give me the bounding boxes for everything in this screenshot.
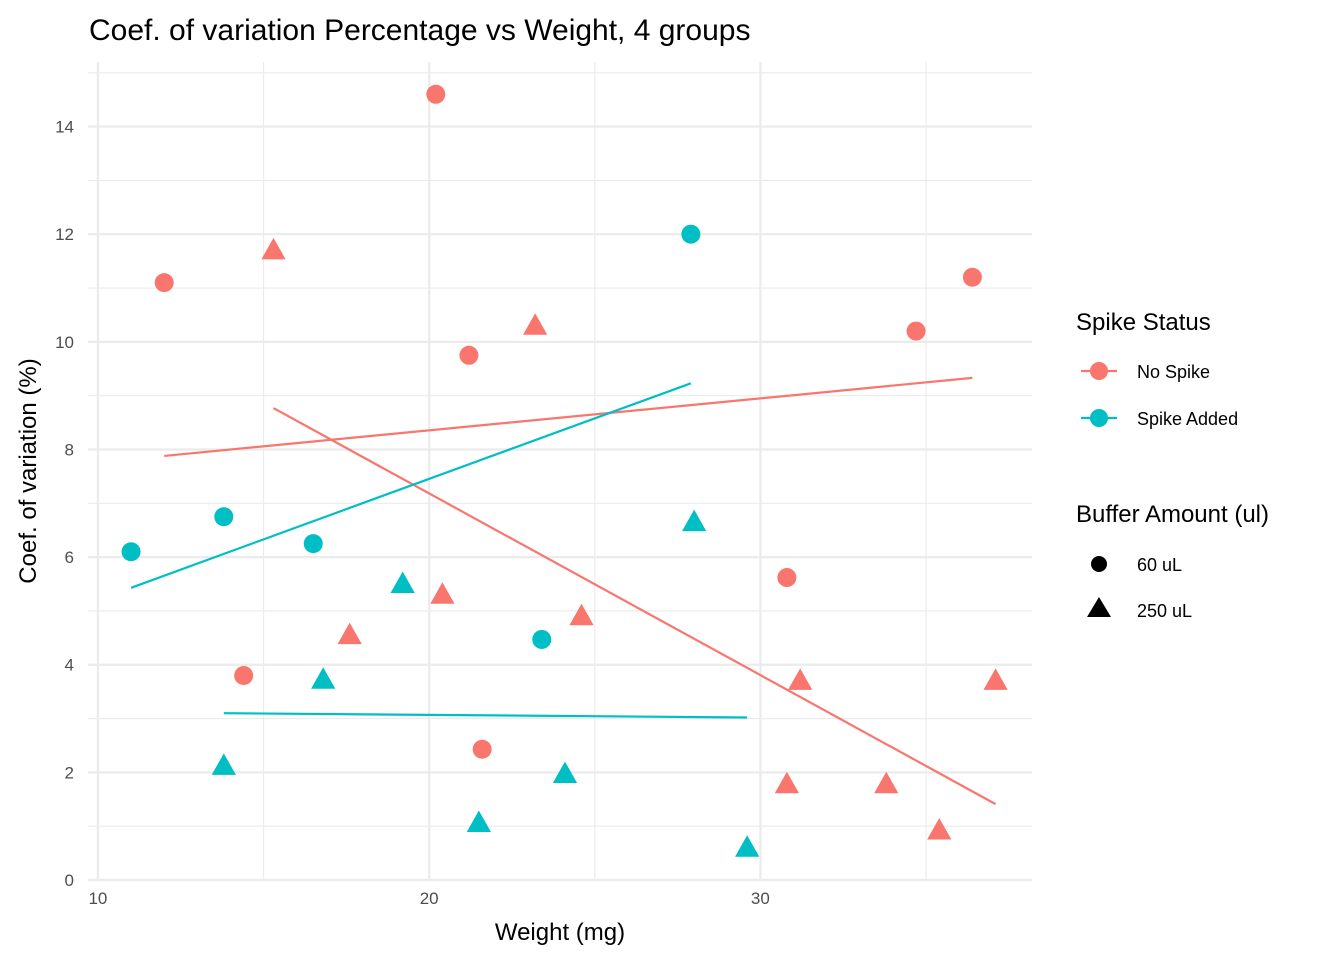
legend-title-buffer-amount: Buffer Amount (ul) [1076, 501, 1269, 528]
legend-key-dot [1090, 362, 1108, 380]
regression-line [272, 407, 997, 806]
data-point-circle [234, 666, 254, 685]
regression-lines [130, 376, 997, 806]
y-axis-ticks: 0 2 4 6 8 10 12 14 [55, 118, 74, 890]
y-tick-label: 12 [55, 225, 74, 244]
data-point-triangle [552, 761, 578, 783]
circle-shape-icon [1091, 556, 1107, 572]
legend-title-spike-status: Spike Status [1076, 309, 1211, 336]
legend-buffer-amount: Buffer Amount (ul) 60 uL 250 uL [1076, 501, 1269, 621]
y-tick-label: 14 [55, 118, 74, 137]
data-point-circle [426, 84, 446, 104]
data-point-circle [121, 542, 141, 562]
data-point-triangle [466, 810, 491, 832]
data-point-triangle [311, 667, 336, 689]
regression-line [130, 382, 692, 589]
data-point-circle [459, 345, 479, 365]
chart-title: Coef. of variation Percentage vs Weight,… [89, 14, 750, 47]
y-axis-title: Coef. of variation (%) [15, 358, 42, 583]
data-point-triangle [682, 509, 707, 532]
data-point-triangle [735, 835, 760, 857]
x-tick-label: 30 [751, 889, 770, 908]
data-point-triangle [874, 771, 899, 794]
data-points [121, 84, 1008, 857]
y-tick-label: 8 [65, 440, 74, 459]
data-point-triangle [211, 753, 236, 775]
legend-key-dot [1090, 409, 1108, 427]
data-point-triangle [927, 817, 952, 840]
x-axis-ticks: 10 20 30 [88, 889, 769, 908]
x-tick-label: 20 [420, 889, 439, 908]
regression-line [164, 376, 973, 458]
y-tick-label: 4 [65, 656, 74, 675]
data-point-triangle [430, 582, 455, 604]
data-point-triangle [983, 668, 1008, 690]
legend-label-spike-added: Spike Added [1137, 409, 1238, 429]
data-point-triangle [261, 237, 286, 260]
data-point-triangle [788, 668, 813, 690]
legend-spike-status: Spike Status No Spike Spike Added [1076, 309, 1238, 429]
x-tick-label: 10 [88, 889, 107, 908]
legend-label-250ul: 250 uL [1137, 601, 1192, 621]
legend-label-60ul: 60 uL [1137, 555, 1182, 575]
data-point-triangle [390, 571, 415, 594]
y-tick-label: 0 [65, 871, 74, 890]
legend-label-no-spike: No Spike [1137, 362, 1210, 382]
grid [88, 62, 1032, 882]
data-point-circle [962, 267, 982, 287]
data-point-circle [777, 568, 797, 588]
y-tick-label: 10 [55, 333, 74, 352]
data-point-triangle [774, 771, 800, 794]
data-point-triangle [523, 313, 548, 335]
data-point-circle [532, 629, 552, 649]
data-point-circle [681, 224, 701, 244]
data-point-circle [154, 273, 174, 293]
legend-item-250ul: 250 uL [1087, 597, 1192, 621]
x-axis-title: Weight (mg) [495, 919, 625, 946]
y-tick-label: 6 [65, 548, 74, 567]
data-point-circle [303, 534, 323, 554]
legend-item-spike-added: Spike Added [1081, 409, 1238, 429]
data-point-circle [214, 507, 234, 527]
triangle-shape-icon [1087, 597, 1111, 617]
regression-line [223, 712, 748, 719]
data-point-circle [906, 321, 926, 341]
legend-item-60ul: 60 uL [1091, 555, 1182, 575]
data-point-triangle [569, 603, 594, 626]
y-tick-label: 2 [65, 763, 74, 782]
data-point-circle [472, 739, 492, 759]
legend-item-no-spike: No Spike [1081, 362, 1210, 382]
data-point-triangle [337, 622, 362, 645]
